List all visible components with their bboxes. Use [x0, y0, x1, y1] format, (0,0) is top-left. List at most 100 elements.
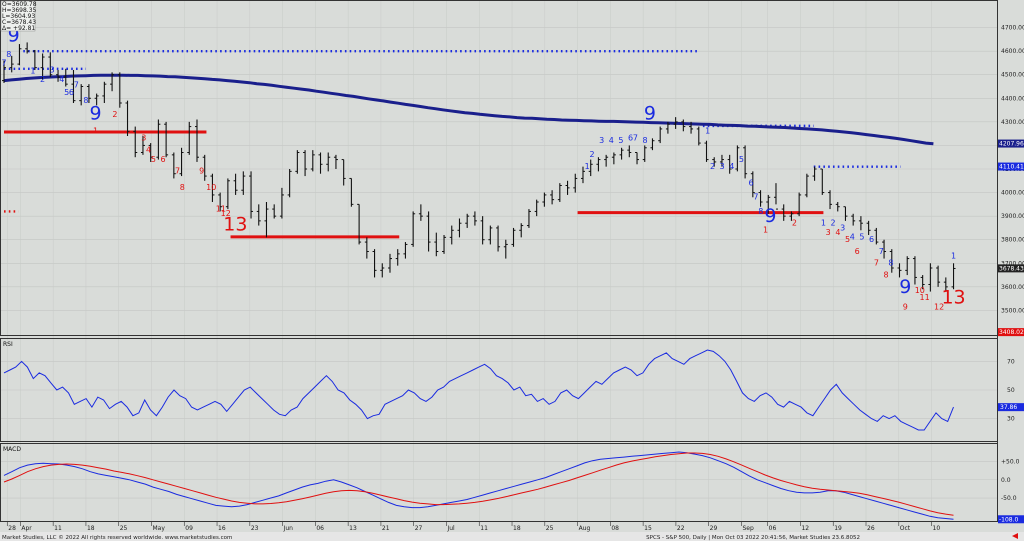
macd-value-tag-label: -108.0	[999, 516, 1019, 523]
ohlc-bar	[758, 190, 763, 207]
ohlc-bar	[797, 192, 802, 217]
ohlc-bar	[750, 171, 755, 198]
setup-count: 4	[729, 162, 734, 171]
time-tick-label: 12	[801, 525, 809, 532]
rsi-value-tag	[998, 403, 1024, 412]
setup-count: 1	[951, 252, 956, 261]
setup-count: 1	[585, 162, 590, 171]
ohlc-bar	[171, 152, 176, 179]
setup-count: 6	[69, 88, 74, 97]
ohlc-bar	[920, 275, 925, 290]
macd-panel-label: MACD	[3, 446, 21, 453]
ohlc-bar	[534, 199, 539, 217]
ohlc-bar	[550, 190, 555, 205]
time-tick-label: 18	[87, 525, 95, 532]
time-tick-label: 15	[644, 525, 652, 532]
ohlc-bar	[357, 203, 362, 245]
ma-layer	[3, 73, 934, 146]
ohlc-bar	[951, 263, 956, 290]
ohlc-bar	[40, 53, 45, 80]
price-tag	[998, 328, 1024, 337]
setup-count: 2	[40, 75, 45, 84]
ohlc-bar	[565, 180, 570, 195]
ohlc-bar	[542, 192, 547, 207]
ohlc-bar	[882, 239, 887, 259]
tags-layer: 4207.96 4110.41 3678.43 3408.02	[998, 139, 1024, 337]
ohlc-bar	[689, 121, 694, 134]
time-tick-label: 06	[769, 525, 777, 532]
ohlc-readout: O=3609.78 H=3698.35 L=3604.93 C=3678.43 …	[0, 0, 37, 32]
time-tick-label: 08	[611, 525, 619, 532]
ohlc-bar	[326, 152, 331, 172]
ohlc-bar	[835, 202, 840, 212]
ohlc-bar	[17, 44, 22, 66]
setup-count: 12	[934, 302, 944, 311]
ohlc-bar	[403, 242, 408, 259]
ohlc-bar	[665, 121, 670, 134]
xaxis-layer: 28 Apr 11 18 25 May 09 16 23 Jun 06 13 21 27 Jul 11 18 25…	[6, 522, 941, 532]
setup-count: 1	[30, 67, 35, 76]
ohlc-bar	[341, 159, 346, 186]
ohlc-bar	[249, 171, 254, 219]
setup-count: 4	[850, 233, 855, 242]
ohlc-bar	[503, 239, 508, 259]
ohlc-bar	[303, 150, 308, 177]
setup-count: 8	[884, 270, 889, 279]
setup-count: 8	[6, 50, 11, 59]
moving-average-line	[3, 73, 934, 146]
ohlc-bar	[48, 52, 53, 78]
time-tick-label: 10	[933, 525, 941, 532]
ohlc-bar	[642, 145, 647, 162]
rsi-layer: 37.86	[3, 349, 1024, 431]
time-tick-label: 13	[349, 525, 357, 532]
ohlc-bar	[889, 249, 894, 273]
ohlc-bar	[395, 249, 400, 266]
setup-count: 6	[855, 247, 860, 256]
setup-count: 8	[643, 136, 648, 145]
ohlc-bar	[233, 173, 238, 195]
price-tick-label: 3500.00	[1001, 307, 1024, 314]
setup-count-big: 9	[90, 103, 102, 125]
ohlc-bar	[928, 263, 933, 292]
price-tag	[998, 162, 1024, 171]
ohlc-bar	[781, 204, 786, 221]
ohlc-bar	[712, 157, 717, 167]
setup-count: 3	[599, 136, 604, 145]
ohlc-bar	[828, 190, 833, 210]
ohlc-bar	[56, 70, 61, 82]
time-tick-label: Jun	[283, 525, 294, 532]
setup-count: 7	[874, 259, 879, 268]
price-tag	[998, 264, 1024, 273]
time-tick-label: 25	[546, 525, 554, 532]
ohlc-bar	[418, 204, 423, 221]
rsi-tick-label: 50	[1007, 387, 1015, 394]
ohlc-bar	[264, 202, 269, 238]
setup-count: 2	[112, 110, 117, 119]
time-tick-label: 21	[382, 525, 390, 532]
setup-count: 6	[628, 134, 633, 143]
ohlc-bar	[117, 72, 122, 108]
ohlc-bar	[25, 42, 30, 54]
setup-count: 9	[903, 302, 908, 311]
price-tick-label: 4600.00	[1001, 48, 1024, 55]
ohlc-bar	[519, 223, 524, 238]
rsi-tick-label: 70	[1007, 358, 1015, 365]
ohlc-bar	[310, 150, 315, 172]
time-tick-label: Aug	[579, 525, 591, 532]
setup-count: 5	[739, 155, 744, 164]
macd-value-tag	[998, 515, 1024, 524]
ohlc-bar	[279, 187, 284, 219]
ohlc-bar	[696, 126, 701, 146]
ohlc-bar	[94, 93, 99, 106]
ohlc-bar	[743, 145, 748, 179]
setup-count: 7	[633, 134, 638, 143]
ohlc-bar	[526, 209, 531, 228]
ohlc-bar	[719, 154, 724, 167]
price-tag-label: 3678.43	[999, 265, 1024, 272]
time-tick-label: 27	[415, 525, 423, 532]
setup-count: 7	[175, 167, 180, 176]
ohlc-bar	[380, 263, 385, 278]
scroll-left-icon[interactable]	[1012, 533, 1018, 539]
price-tick-label: 3700.00	[1001, 260, 1024, 267]
